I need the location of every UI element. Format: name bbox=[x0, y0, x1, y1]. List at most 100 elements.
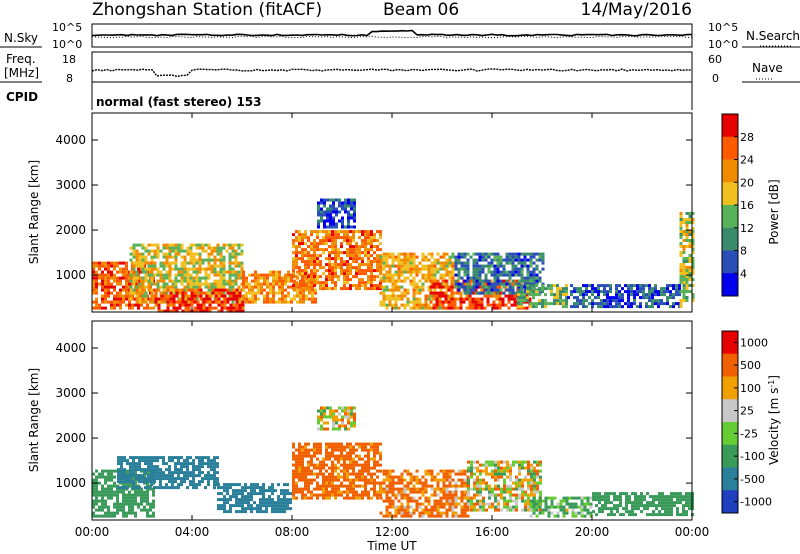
echo-cell bbox=[397, 493, 401, 497]
echo-cell bbox=[491, 493, 494, 497]
echo-cell bbox=[585, 305, 588, 309]
echo-cell bbox=[565, 508, 569, 512]
echo-cell bbox=[645, 296, 648, 300]
echo-cell bbox=[104, 264, 107, 268]
echo-cell bbox=[355, 242, 358, 246]
echo-cell bbox=[277, 501, 280, 505]
echo-cell bbox=[295, 251, 298, 255]
echo-cell bbox=[627, 284, 630, 288]
noise-left-tick-bottom: 10^0 bbox=[52, 38, 82, 51]
echo-cell bbox=[442, 472, 446, 476]
echo-cell bbox=[95, 469, 98, 473]
echo-cell bbox=[172, 300, 176, 304]
echo-cell bbox=[147, 261, 151, 265]
echo-cell bbox=[322, 287, 325, 291]
echo-cell bbox=[518, 469, 521, 473]
echo-cell bbox=[110, 475, 113, 479]
echo-cell bbox=[454, 264, 458, 268]
echo-cell bbox=[536, 463, 539, 467]
echo-cell bbox=[340, 451, 343, 455]
echo-cell bbox=[530, 466, 533, 470]
echo-cell bbox=[515, 484, 518, 488]
echo-cell bbox=[331, 242, 334, 246]
echo-cell bbox=[271, 507, 274, 511]
echo-cell bbox=[322, 284, 325, 288]
echo-cell bbox=[207, 246, 211, 250]
echo-cell bbox=[292, 463, 295, 467]
echo-cell bbox=[388, 264, 392, 268]
echo-cell bbox=[385, 490, 389, 494]
echo-cell bbox=[144, 294, 148, 298]
echo-cell bbox=[304, 263, 307, 267]
echo-cell bbox=[344, 406, 347, 410]
echo-cell bbox=[295, 463, 298, 467]
echo-cell bbox=[524, 508, 527, 512]
echo-cell bbox=[269, 285, 272, 289]
echo-cell bbox=[460, 282, 464, 286]
echo-cell bbox=[367, 233, 370, 237]
echo-cell bbox=[166, 303, 170, 307]
echo-cell bbox=[132, 462, 135, 466]
echo-cell bbox=[373, 484, 376, 488]
echo-cell bbox=[355, 460, 358, 464]
echo-cell bbox=[343, 472, 346, 476]
echo-cell bbox=[527, 466, 530, 470]
echo-cell bbox=[553, 299, 556, 303]
echo-cell bbox=[334, 251, 337, 255]
echo-cell bbox=[391, 291, 395, 295]
echo-cell bbox=[430, 282, 434, 286]
echo-cell bbox=[171, 477, 174, 481]
echo-cell bbox=[475, 273, 479, 277]
echo-cell bbox=[403, 276, 407, 280]
echo-cell bbox=[317, 409, 320, 413]
echo-cell bbox=[376, 230, 379, 234]
echo-cell bbox=[195, 276, 199, 280]
echo-cell bbox=[129, 456, 132, 460]
echo-cell bbox=[146, 502, 149, 506]
echo-cell bbox=[450, 303, 454, 307]
echo-cell bbox=[178, 291, 182, 295]
echo-cell bbox=[257, 282, 260, 286]
echo-cell bbox=[222, 291, 226, 295]
echo-cell bbox=[352, 460, 355, 464]
echo-cell bbox=[347, 412, 350, 416]
echo-cell bbox=[340, 269, 343, 273]
echo-cell bbox=[463, 270, 467, 274]
echo-cell bbox=[406, 484, 410, 488]
echo-cell bbox=[403, 484, 407, 488]
echo-cell bbox=[205, 309, 209, 313]
echo-cell bbox=[322, 493, 325, 497]
echo-cell bbox=[432, 306, 436, 310]
echo-cell bbox=[183, 279, 187, 283]
echo-cell bbox=[140, 493, 143, 497]
echo-cell bbox=[352, 478, 355, 482]
echo-cell bbox=[409, 267, 413, 271]
echo-cell bbox=[156, 477, 159, 481]
echo-cell bbox=[412, 487, 416, 491]
echo-cell bbox=[235, 489, 238, 493]
echo-cell bbox=[418, 306, 422, 310]
echo-cell bbox=[141, 474, 144, 478]
echo-cell bbox=[331, 481, 334, 485]
echo-cell bbox=[565, 496, 569, 500]
echo-cell bbox=[152, 505, 155, 509]
echo-cell bbox=[177, 249, 181, 253]
echo-cell bbox=[612, 299, 615, 303]
echo-cell bbox=[153, 282, 157, 286]
echo-cell bbox=[352, 481, 355, 485]
echo-cell bbox=[472, 267, 476, 271]
echo-cell bbox=[460, 472, 464, 476]
echo-cell bbox=[457, 252, 461, 256]
echo-cell bbox=[217, 492, 220, 496]
echo-cell bbox=[445, 496, 449, 500]
echo-cell bbox=[445, 514, 449, 518]
echo-cell bbox=[222, 270, 226, 274]
echo-cell bbox=[331, 463, 334, 467]
echo-cell bbox=[621, 287, 624, 291]
echo-cell bbox=[307, 466, 310, 470]
echo-cell bbox=[266, 294, 269, 298]
echo-cell bbox=[397, 511, 401, 515]
echo-cell bbox=[171, 267, 175, 271]
echo-cell bbox=[471, 297, 475, 301]
echo-cell bbox=[277, 510, 280, 514]
